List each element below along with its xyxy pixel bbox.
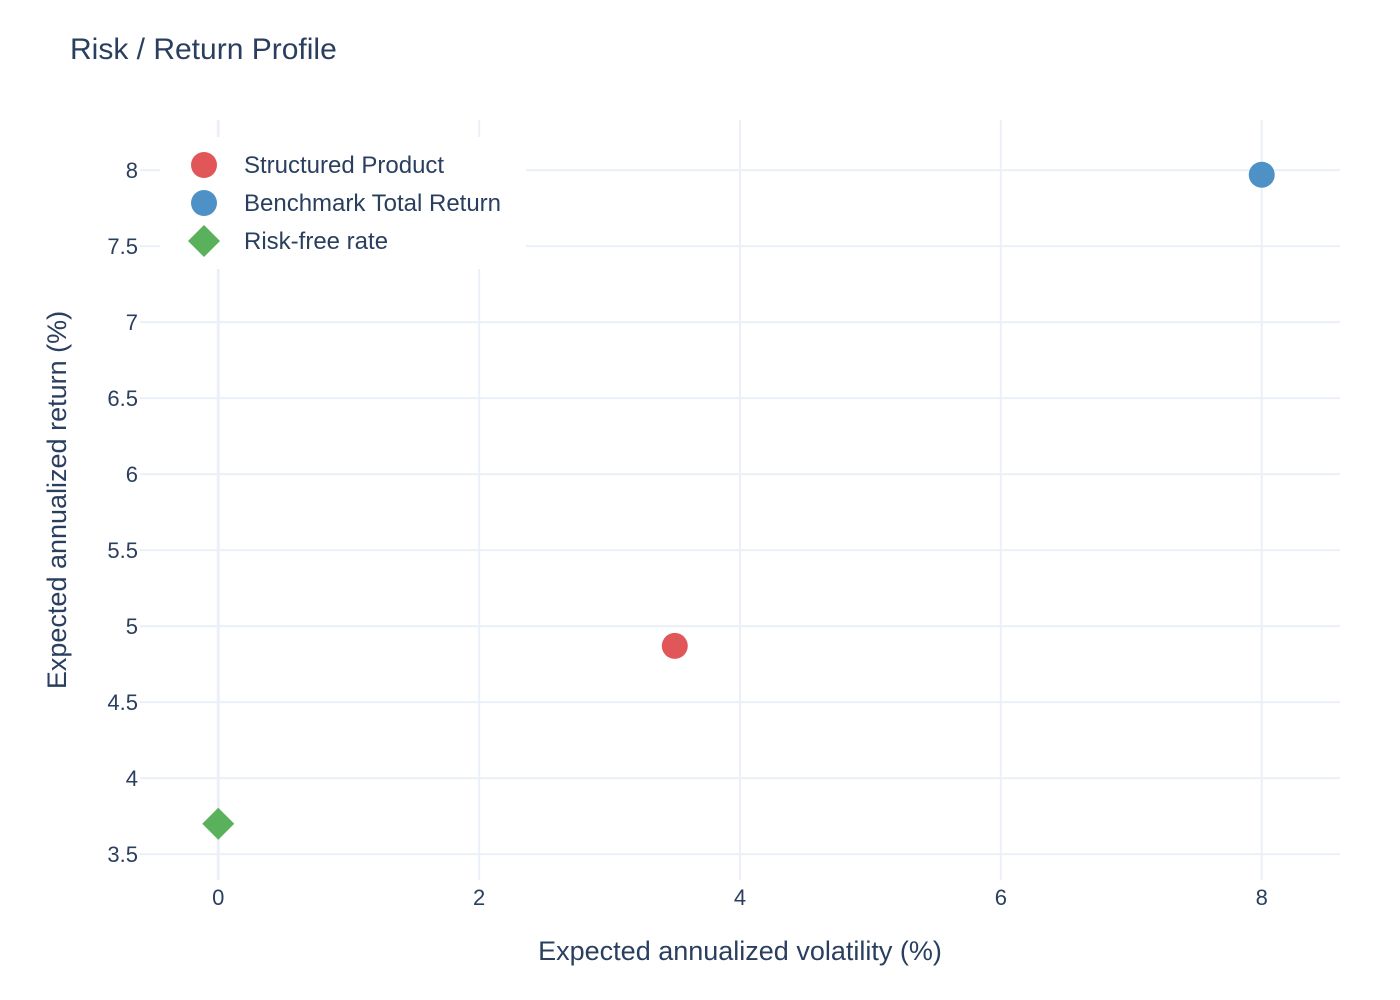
legend-label: Structured Product bbox=[244, 152, 444, 179]
y-tick-label: 6.5 bbox=[107, 386, 138, 411]
y-axis-title: Expected annualized return (%) bbox=[42, 311, 72, 689]
x-tick-label: 8 bbox=[1256, 885, 1268, 910]
legend[interactable]: Structured Product Benchmark Total Return… bbox=[160, 137, 526, 269]
legend-item[interactable]: Structured Product bbox=[191, 152, 444, 179]
y-tick-label: 8 bbox=[126, 158, 138, 183]
y-tick-label: 4 bbox=[126, 766, 138, 791]
x-tick-label: 4 bbox=[734, 885, 746, 910]
x-tick-label: 0 bbox=[212, 885, 224, 910]
y-tick-label: 5.5 bbox=[107, 538, 138, 563]
data-point-risk-free-rate bbox=[202, 807, 235, 840]
y-tick-label: 4.5 bbox=[107, 690, 138, 715]
x-tick-label: 6 bbox=[995, 885, 1007, 910]
gridlines bbox=[140, 120, 1340, 880]
y-tick-label: 5 bbox=[126, 614, 138, 639]
legend-background bbox=[160, 137, 526, 269]
x-tick-label: 2 bbox=[473, 885, 485, 910]
legend-label: Risk-free rate bbox=[244, 228, 388, 255]
legend-label: Benchmark Total Return bbox=[244, 190, 501, 217]
legend-item[interactable]: Benchmark Total Return bbox=[191, 190, 501, 217]
y-tick-label: 7.5 bbox=[107, 234, 138, 259]
legend-marker bbox=[191, 190, 217, 216]
tick-labels: 0 2 4 6 8 3.5 4 4.5 5 5.5 6 6.5 7 7.5 8 bbox=[107, 158, 1267, 910]
x-axis-title: Expected annualized volatility (%) bbox=[538, 936, 942, 966]
y-tick-label: 6 bbox=[126, 462, 138, 487]
legend-item[interactable]: Risk-free rate bbox=[188, 225, 388, 257]
chart-title: Risk / Return Profile bbox=[70, 33, 337, 66]
data-point-benchmark-total-return bbox=[1248, 161, 1275, 188]
legend-marker bbox=[191, 152, 217, 178]
data-point-structured-product bbox=[661, 632, 688, 659]
y-tick-label: 3.5 bbox=[107, 842, 138, 867]
y-tick-label: 7 bbox=[126, 310, 138, 335]
legend-marker bbox=[188, 225, 220, 257]
data-points bbox=[202, 161, 1275, 840]
